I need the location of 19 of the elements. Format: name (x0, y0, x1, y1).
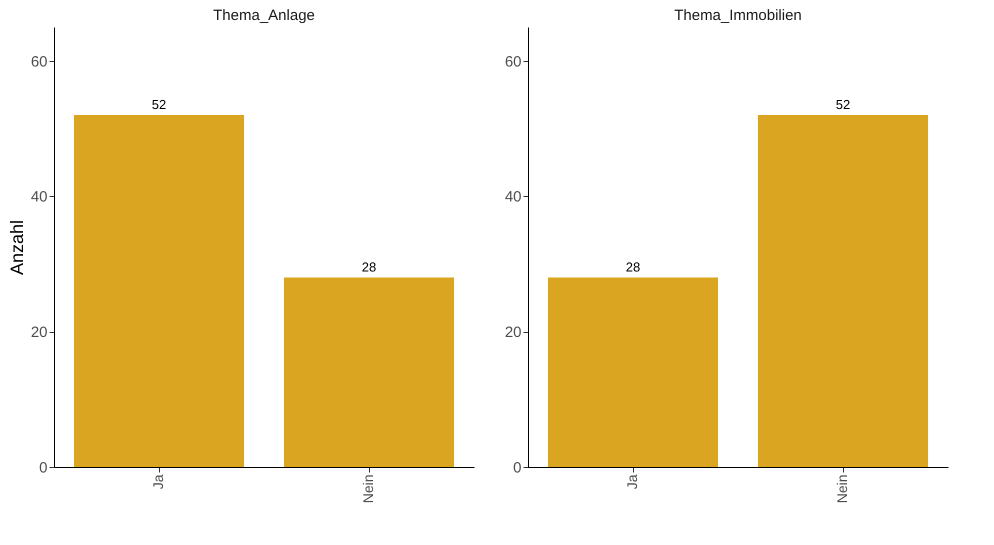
y-tick-label: 40 (30, 188, 48, 206)
data-label: 28 (626, 259, 640, 274)
x-tick-label: Ja (624, 474, 640, 490)
y-tick-label: 0 (39, 460, 48, 476)
y-tick-label: 60 (504, 53, 522, 70)
x-tick-label: Nein (834, 474, 850, 504)
y-tick-label: 40 (504, 188, 522, 206)
y-axis-title: Anzahl (6, 220, 27, 276)
y-tick-label: 0 (513, 460, 522, 476)
data-label: 28 (362, 259, 376, 274)
x-tick-label: Ja (150, 474, 166, 490)
chart-title: Thema_Anlage (213, 7, 315, 24)
data-label: 52 (836, 97, 850, 112)
chart-title: Thema_Immobilien (674, 7, 802, 24)
y-tick-label: 20 (30, 324, 48, 342)
y-tick-label: 20 (504, 324, 522, 342)
x-tick-label: Nein (360, 474, 376, 504)
data-label: 52 (152, 97, 166, 112)
y-tick-label: 60 (30, 53, 48, 70)
